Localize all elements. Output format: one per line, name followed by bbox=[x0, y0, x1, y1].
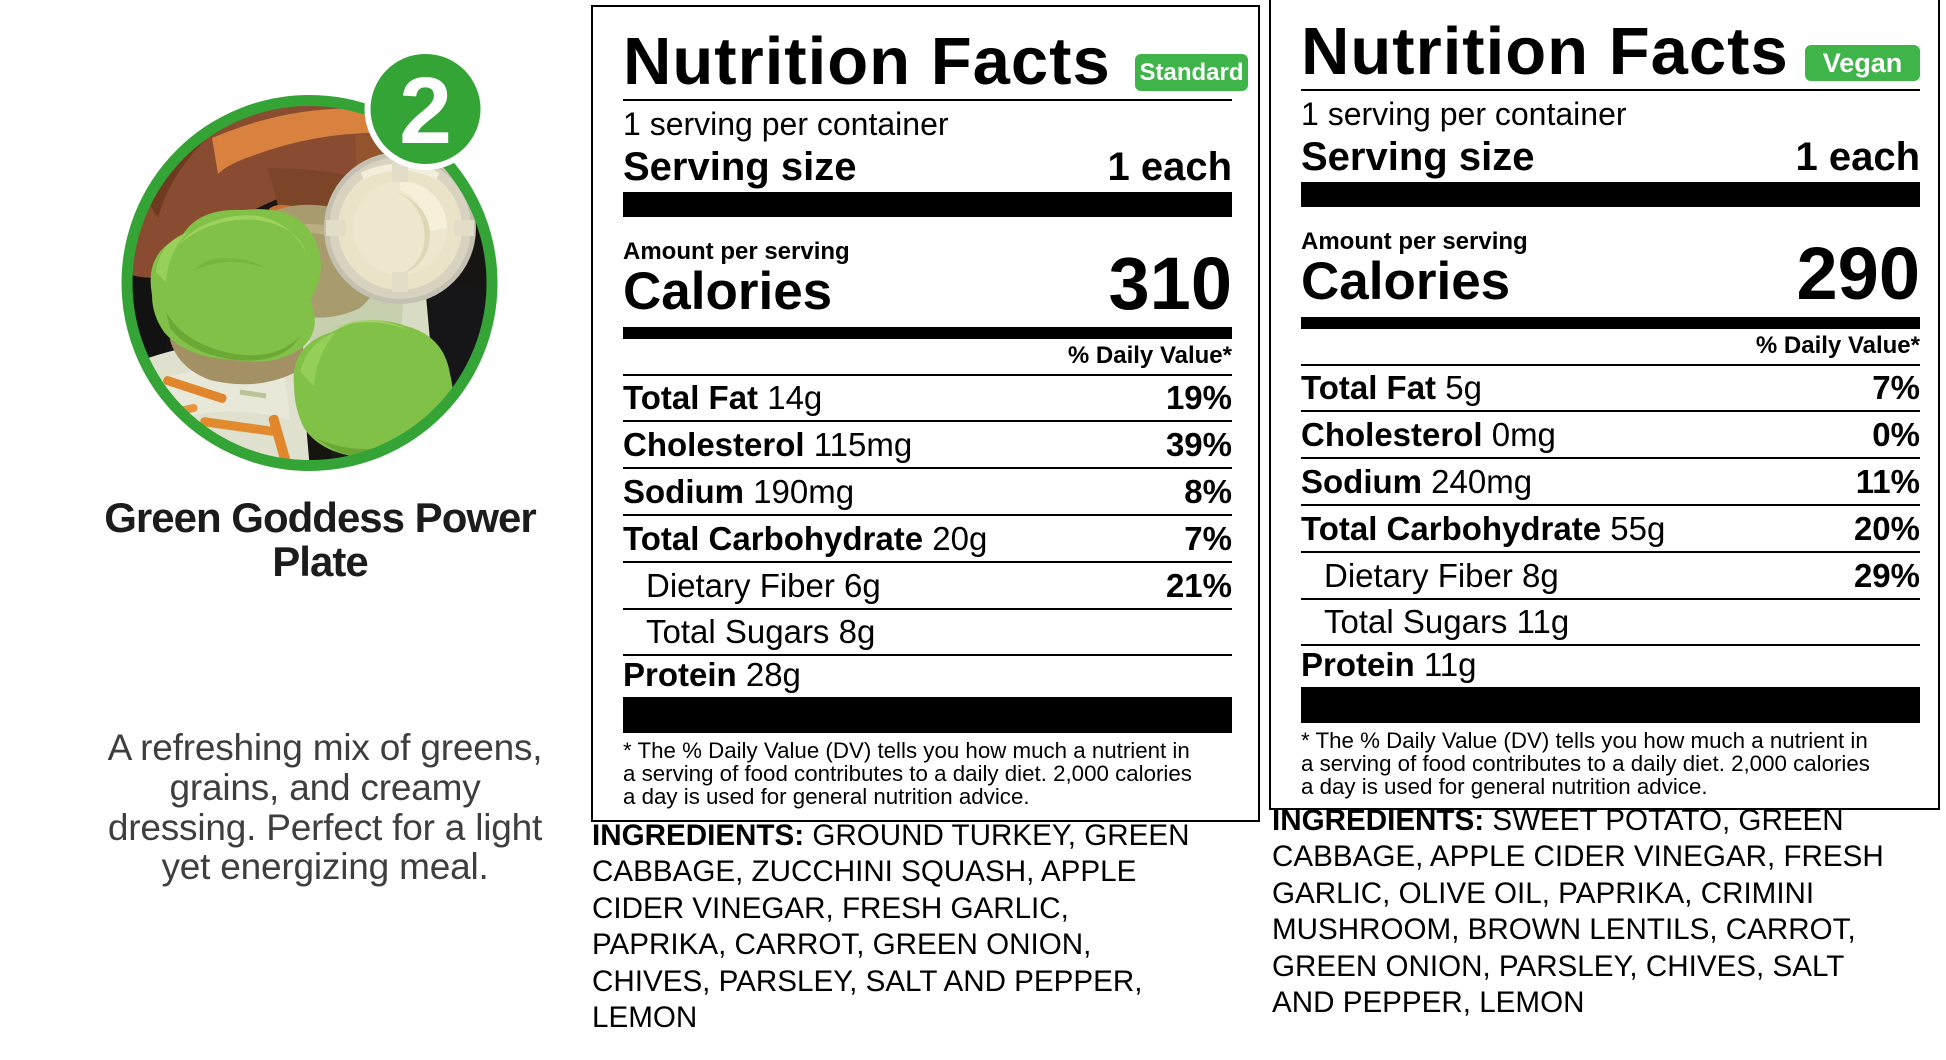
svg-text:2: 2 bbox=[399, 58, 452, 164]
